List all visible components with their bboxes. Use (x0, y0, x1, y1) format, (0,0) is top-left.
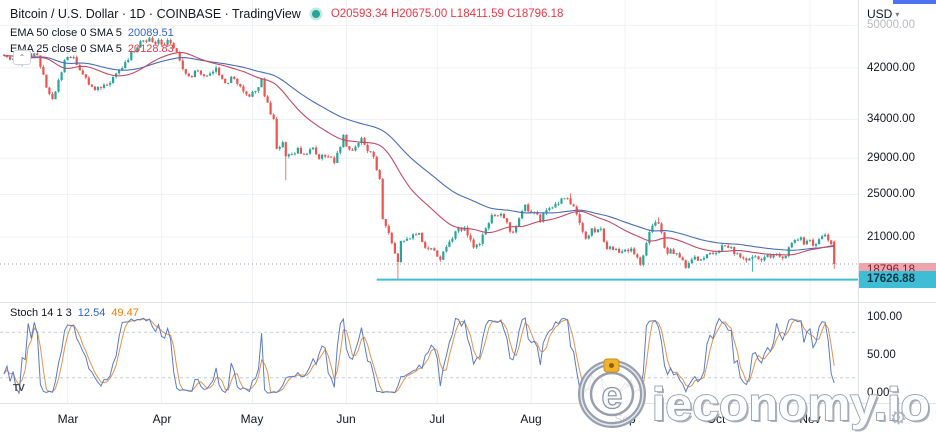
month-label-may: May (240, 412, 264, 426)
stoch-legend[interactable]: Stoch 14 1 3 12.54 49.47 (10, 307, 139, 319)
ohlc-values: O20593.34 H20675.00 L18411.59 C18796.18 (330, 8, 564, 20)
chevron-up-icon[interactable]: ⌃ (13, 50, 31, 65)
price-tick-label: 42000.00 (867, 62, 915, 74)
stoch-k-value: 12.54 (77, 307, 106, 319)
stoch-d-value: 49.47 (111, 307, 139, 319)
ema25-legend[interactable]: EMA 25 close 0 SMA 5 20128.83 (10, 43, 174, 55)
price-tick-label: 34000.00 (867, 113, 915, 125)
ema50-value: 20089.51 (127, 27, 174, 39)
market-status-icon (311, 10, 320, 18)
month-label-oct: Oct (706, 412, 726, 426)
ema50-legend[interactable]: EMA 50 close 0 SMA 5 20089.51 (10, 27, 174, 39)
price-axis[interactable]: USD ▾ 50000.00 42000.00 34000.00 29000.00 25… (859, 0, 936, 403)
symbol-title: Bitcoin / U.S. Dollar · 1D · COINBASE · … (10, 7, 301, 21)
chevron-down-icon: ▾ (895, 9, 900, 19)
month-label-apr: Apr (152, 412, 172, 426)
month-label-sep: Sep (614, 412, 636, 426)
top-right-blue-strip (893, 0, 936, 4)
ema50-label: EMA 50 close 0 SMA 5 (10, 27, 122, 39)
stoch-tick-label: 100.00 (867, 311, 903, 323)
stoch-tick-label: 0.00 (867, 387, 890, 399)
currency-label: USD (867, 7, 893, 21)
month-label-aug: Aug (520, 412, 542, 426)
stoch-label: Stoch 14 1 3 (10, 307, 72, 319)
price-tick-label: 25000.00 (867, 188, 915, 200)
support-line-price-label: 17626.88 (859, 271, 936, 288)
month-label-jun: Jun (336, 412, 356, 426)
time-axis[interactable]: Mar Apr May Jun Jul Aug Sep Oct Nov (0, 404, 936, 434)
ema25-label: EMA 25 close 0 SMA 5 (10, 43, 122, 55)
month-label-nov: Nov (799, 412, 821, 426)
month-label-mar: Mar (57, 412, 79, 426)
price-tick-label: 29000.00 (867, 152, 915, 164)
price-tick-label: 21000.00 (867, 231, 915, 243)
month-label-jul: Jul (429, 412, 445, 426)
symbol-legend[interactable]: Bitcoin / U.S. Dollar · 1D · COINBASE · … (10, 7, 563, 21)
price-tick-label: 50000.00 (867, 19, 915, 31)
tradingview-logo[interactable]: TV (13, 383, 25, 394)
stoch-tick-label: 50.00 (867, 349, 896, 361)
ema25-value: 20128.83 (127, 43, 174, 55)
currency-selector[interactable]: USD ▾ (867, 7, 899, 21)
